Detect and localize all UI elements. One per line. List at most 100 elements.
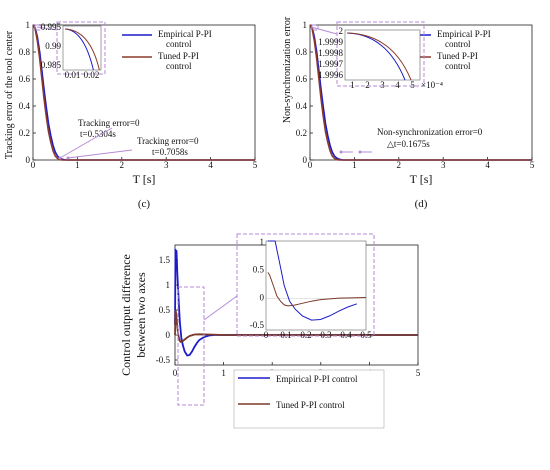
inset-x-tick-d: 1: [350, 80, 355, 90]
y-tick-label-e: 1.5: [159, 255, 171, 265]
inset-x-tick-d: 5: [410, 80, 415, 90]
x-tick-label-d: 0: [308, 160, 313, 170]
x-tick-label-c: 3: [164, 160, 169, 170]
x-tick-label-d: 4: [485, 160, 490, 170]
annotation-arrowhead-d-0: [358, 150, 362, 154]
callout-connector-d: [310, 26, 338, 35]
legend-label-d-1-line2: control: [445, 61, 471, 71]
inset-x-tick-c: 0.02: [84, 70, 100, 80]
legend-label-d-0: Empirical P-PI: [437, 29, 491, 39]
figure-caption-d: (d): [415, 198, 428, 210]
legend-label-c-1-line2: control: [166, 61, 192, 71]
y-tick-label-c: 1: [26, 20, 31, 30]
legend-label-c-0: Empirical P-PI: [158, 29, 212, 39]
annotation-arrowhead-c-1: [66, 156, 70, 160]
callout-connector-e: [203, 295, 238, 321]
x-tick-label-c: 5: [253, 160, 258, 170]
annotation-c-1: t=0.5304s: [80, 129, 116, 139]
y-tick-label-e: 0.5: [159, 305, 171, 315]
inset-y-tick-c: 0.995: [41, 22, 62, 32]
inset-axes-c: [62, 25, 102, 71]
inset-series-line-e-1: [267, 272, 367, 307]
inset-y-tick-e: 0: [260, 292, 265, 302]
legend-label-d-0-line2: control: [445, 39, 471, 49]
inset-frame-d: [336, 21, 425, 87]
inset-frame-c: [56, 21, 106, 75]
annotation-c-0: Tracking error=0: [78, 118, 140, 128]
inset-y-tick-d: 1.9999: [318, 37, 343, 47]
annotation-arrow-c-0: [59, 127, 113, 159]
figure-caption-c: (c): [138, 198, 151, 210]
annotation-d-0: Non-synchronization error=0: [377, 127, 483, 137]
annotation-d-1: △t=0.1675s: [387, 139, 430, 149]
inset-y-tick-d: 2: [339, 26, 344, 36]
annotation-arrow-c-1: [67, 149, 133, 159]
legend-label-e-1: Tuned P-PI control: [276, 400, 345, 410]
inset-x-tick-d: 3: [380, 80, 385, 90]
y-tick-label-e: 0: [166, 330, 171, 340]
inset-y-tick-d: 1.9998: [318, 48, 343, 58]
annotation-arrowhead-d-1: [339, 150, 343, 154]
inset-frame-e: [236, 233, 375, 337]
x-tick-label-c: 2: [120, 160, 125, 170]
inset-y-tick-c: 0.985: [41, 60, 62, 70]
x-tick-label-e: 0: [173, 368, 178, 378]
y-axis-label-e: Control output difference: [119, 254, 133, 376]
inset-x-tick-e: 0.5: [360, 330, 372, 340]
inset-axes-d: [344, 29, 421, 81]
y-tick-label-d: 0.6: [296, 74, 308, 84]
y-tick-label-e: -0.5: [156, 355, 171, 365]
annotation-c-2: Tracking error=0: [137, 136, 199, 146]
series-line-d-1: [309, 24, 532, 161]
x-axis-label-c: T [s]: [133, 172, 156, 186]
inset-x-tick-e: 0.3: [320, 330, 332, 340]
inset-y-tick-d: 1.9996: [318, 70, 343, 80]
inset-x-tick-d: 2: [365, 80, 370, 90]
annotation-c-3: t=0.7058s: [152, 147, 188, 157]
x-tick-label-e: 5: [416, 368, 421, 378]
inset-x-tick-e: 0: [264, 330, 269, 340]
y-tick-label-d: 0.8: [296, 47, 308, 57]
x-tick-label-c: 1: [75, 160, 80, 170]
y-tick-label-d: 0.4: [296, 101, 308, 111]
x-tick-label-d: 2: [397, 160, 402, 170]
x-tick-label-e: 1: [221, 368, 226, 378]
y-tick-label-e: 1: [166, 280, 171, 290]
x-tick-label-d: 3: [441, 160, 446, 170]
y-axis-label-c: Tracking error of the tool center: [4, 30, 15, 159]
y-tick-label-d: 0: [303, 155, 308, 165]
inset-x-tick-c: 0.01: [65, 70, 81, 80]
legend-label-e-0: Empirical P-PI control: [276, 374, 358, 384]
x-tick-label-c: 4: [208, 160, 213, 170]
inset-x-tick-e: 0.1: [280, 330, 291, 340]
inset-series-line-d-1: [346, 32, 412, 81]
annotation-arrowhead-c-0: [58, 156, 62, 160]
legend-label-c-0-line2: control: [166, 39, 192, 49]
y-tick-label-c: 0: [26, 155, 31, 165]
inset-x-exponent-d: ×10⁻⁴: [421, 80, 443, 90]
inset-y-tick-e: 1: [260, 237, 265, 247]
x-tick-label-c: 0: [31, 160, 36, 170]
x-tick-label-d: 5: [530, 160, 535, 170]
series-line-e-1: [174, 309, 418, 344]
x-tick-label-d: 1: [352, 160, 357, 170]
y-tick-label-c: 0.8: [19, 47, 31, 57]
legend-label-d-1: Tuned P-PI: [437, 51, 478, 61]
y-axis-label-e-line2: between two axes: [134, 272, 148, 358]
inset-y-tick-d: 1.9997: [318, 59, 343, 69]
legend-label-c-1: Tuned P-PI: [158, 51, 199, 61]
y-tick-label-d: 0.2: [296, 128, 307, 138]
series-line-c-1: [32, 24, 255, 161]
inset-axes-e: [265, 240, 367, 331]
inset-y-tick-c: 0.99: [45, 41, 61, 51]
inset-y-tick-e: -0.5: [250, 320, 265, 330]
y-tick-label-d: 1: [303, 20, 308, 30]
inset-x-tick-d: 4: [395, 80, 400, 90]
y-tick-label-c: 0.6: [19, 74, 31, 84]
y-tick-label-c: 0.4: [19, 101, 31, 111]
callout-connector-c: [36, 26, 58, 31]
inset-series-line-c-1: [64, 28, 100, 71]
inset-x-tick-e: 0.4: [340, 330, 352, 340]
legend-box-e: [233, 369, 385, 429]
